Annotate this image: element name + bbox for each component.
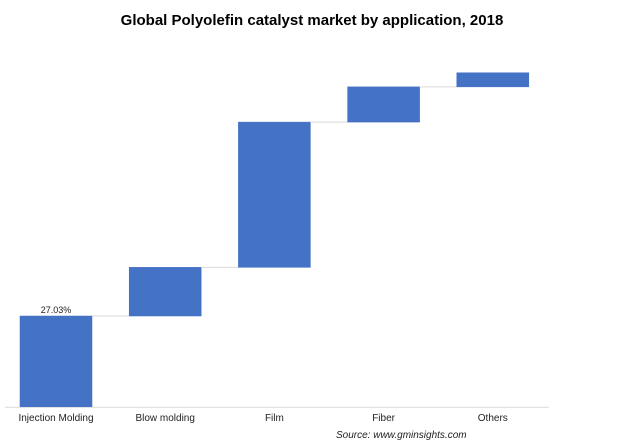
x-tick-label: Others: [478, 413, 508, 424]
bar-film: [238, 121, 311, 268]
x-tick-label: Fiber: [372, 413, 395, 424]
chart-title: Global Polyolefin catalyst market by app…: [120, 12, 504, 29]
x-tick-label: Injection Molding: [18, 413, 93, 424]
bar-injection-molding: [19, 315, 93, 407]
x-tick-label: Film: [265, 413, 284, 424]
bar-others: [456, 72, 530, 88]
bar-fiber: [347, 86, 420, 123]
data-label: 27.03%: [41, 305, 72, 315]
x-tick-label: Blow molding: [135, 413, 194, 424]
bar-blow-molding: [128, 267, 202, 317]
source-note: Source: www.gminsights.com: [336, 430, 467, 441]
